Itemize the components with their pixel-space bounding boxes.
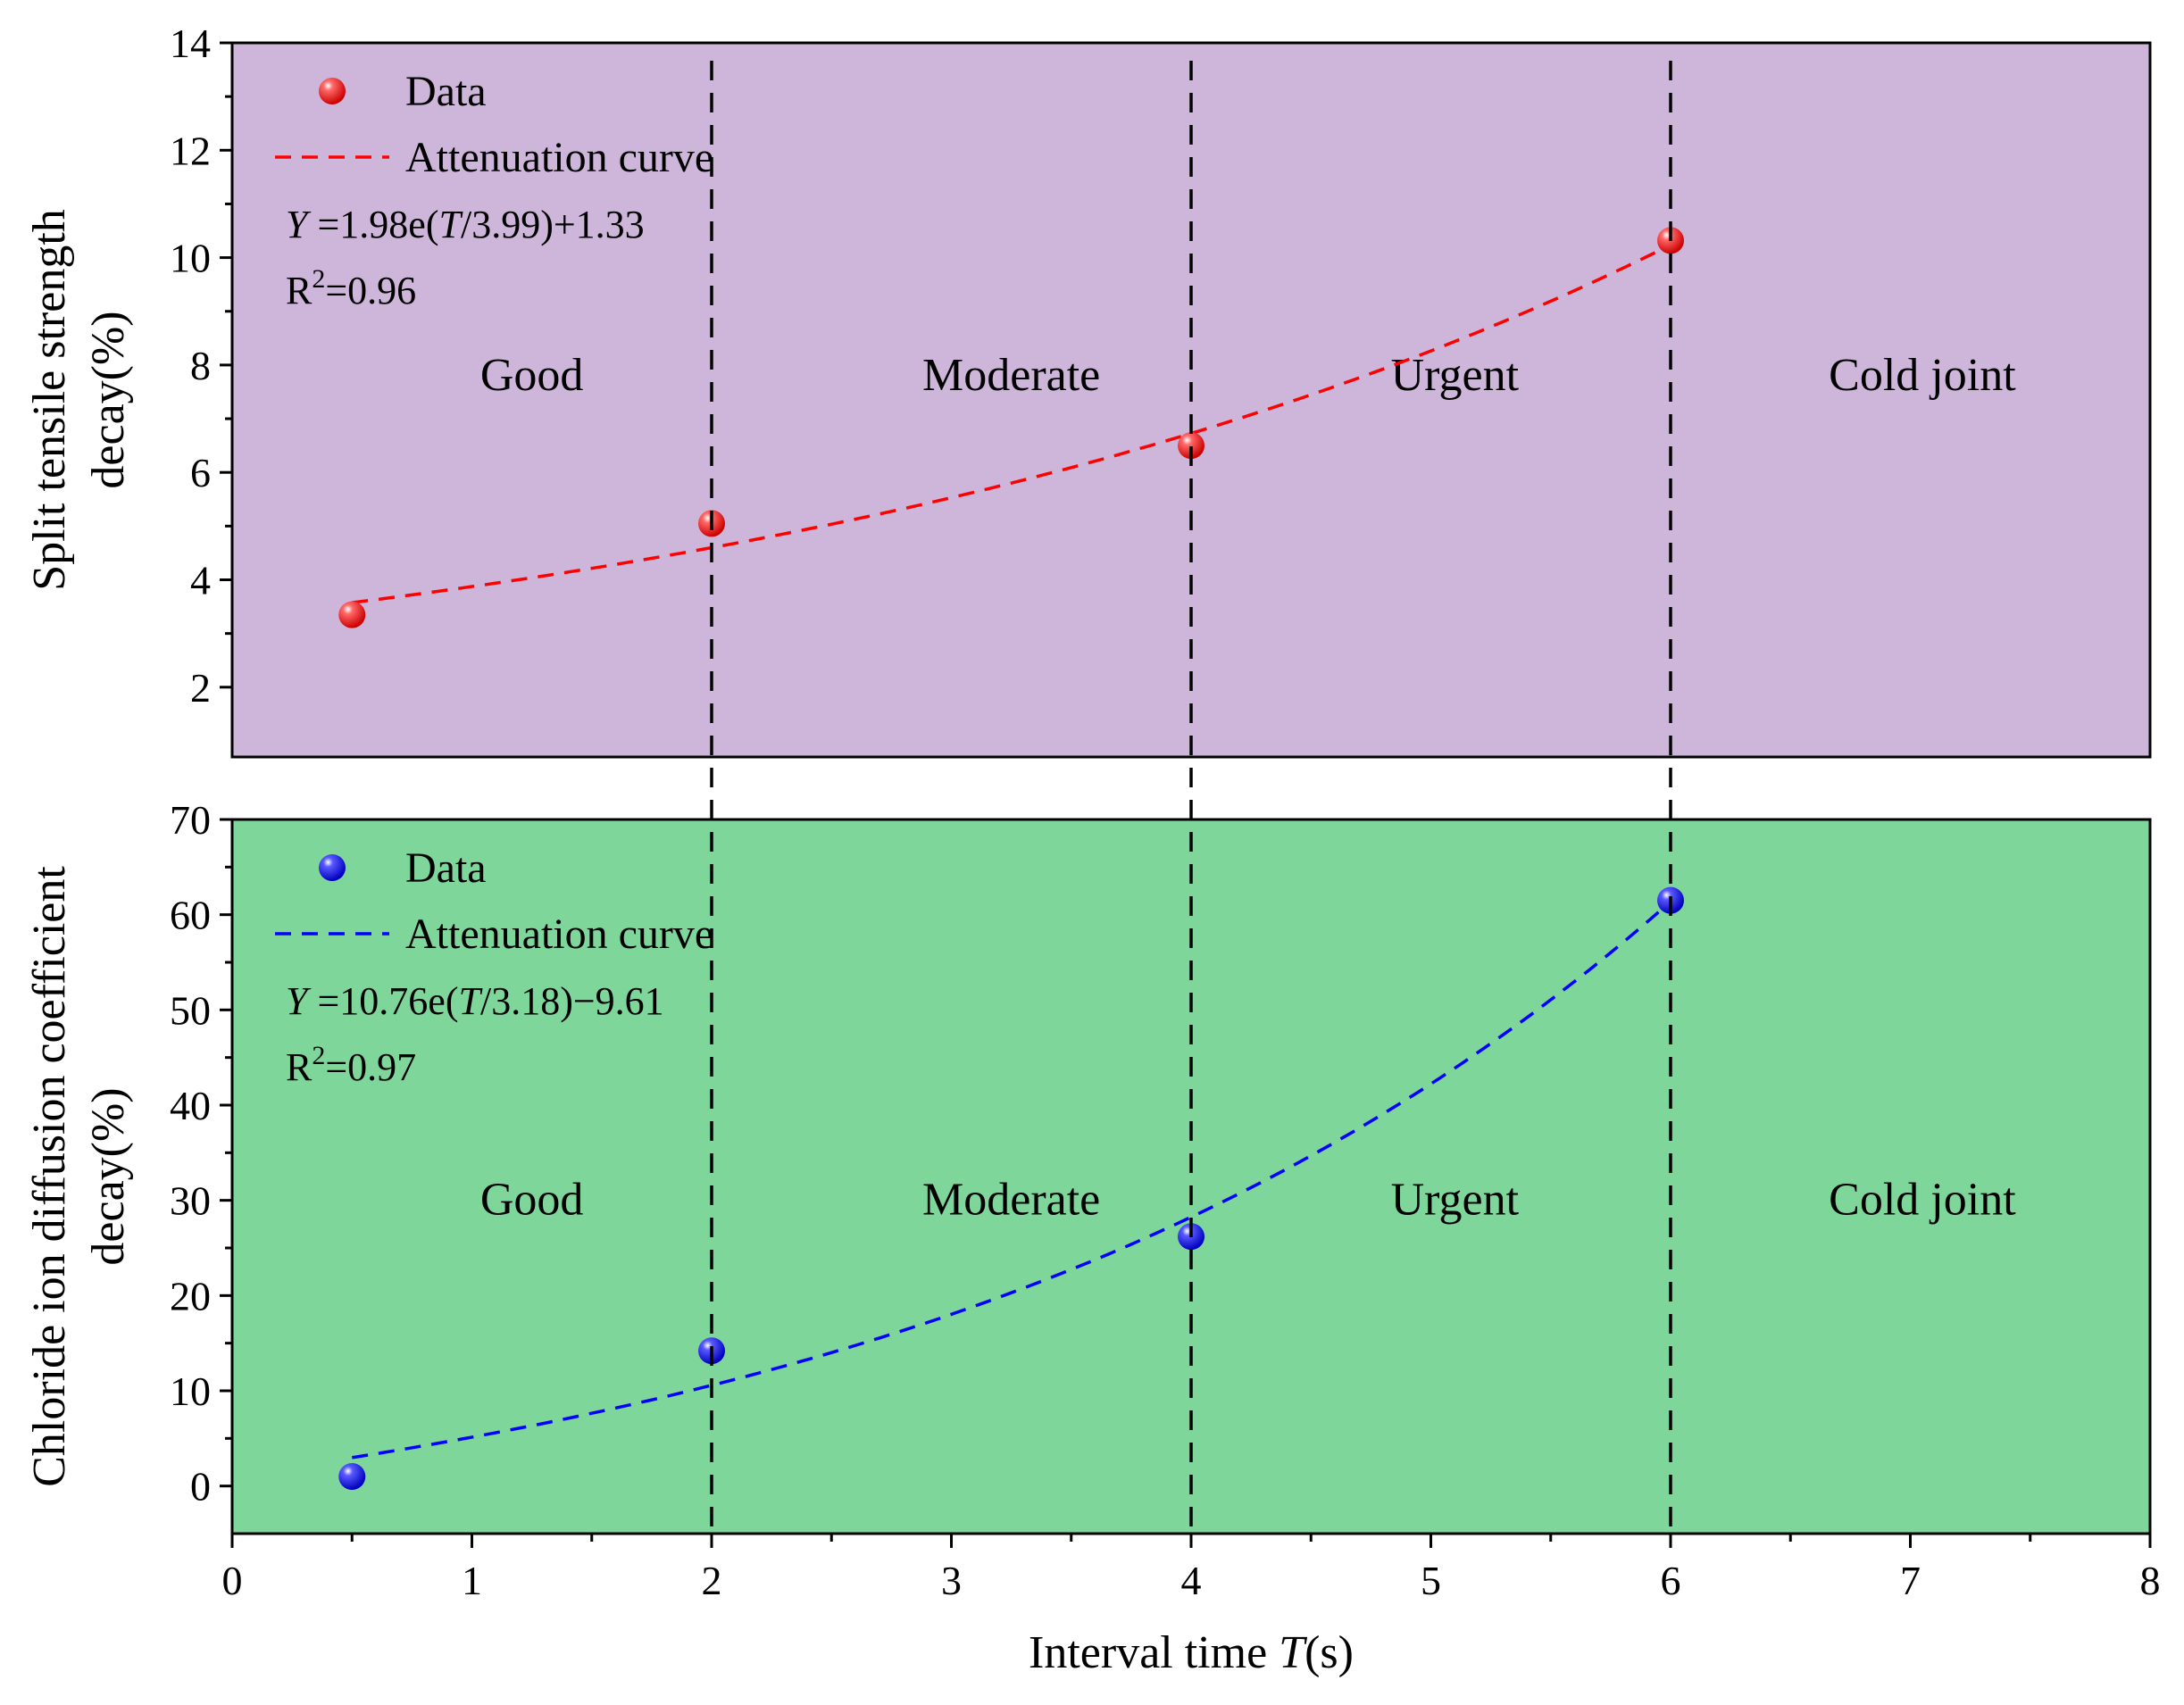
r2-rest: =0.97 xyxy=(325,1045,416,1089)
zone-label-good: Good xyxy=(480,350,584,401)
y-tick-label: 50 xyxy=(170,987,211,1033)
y-tick-label: 14 xyxy=(170,21,211,66)
x-tick-label: 0 xyxy=(222,1558,243,1603)
legend-data-marker xyxy=(319,78,346,104)
attenuation-curve xyxy=(352,243,1671,604)
eq-pre: =1.98e( xyxy=(307,203,438,246)
y-tick-label: 10 xyxy=(170,236,211,281)
eq-pre: =10.76e( xyxy=(307,979,458,1023)
eq-var: Y xyxy=(286,203,312,246)
x-title-prefix: Interval time xyxy=(1029,1627,1279,1678)
y-tick-label: 30 xyxy=(170,1178,211,1224)
r2-base: R xyxy=(286,269,313,312)
y-tick-label: 8 xyxy=(190,343,211,388)
panel-split-tensile: 2 4 6 8 10 12 14 Split tensile strength decay(%)… xyxy=(24,21,2152,759)
eq-var: Y xyxy=(286,979,312,1023)
eq-post: /3.18)−9.61 xyxy=(480,979,664,1023)
fit-equation: Y =10.76e(T/3.18)−9.61 xyxy=(286,979,664,1023)
x-tick-label: 5 xyxy=(1421,1558,1441,1603)
y-tick-label: 12 xyxy=(170,128,211,173)
y-axis-title-line2: decay(%) xyxy=(83,1087,134,1265)
zone-label-urgent: Urgent xyxy=(1391,350,1520,401)
y-axis-title-line1: Split tensile strength xyxy=(24,209,75,591)
legend-curve-label: Attenuation curve xyxy=(405,911,713,958)
y-axis-title-line1: Chloride ion diffusion coefficient xyxy=(24,866,75,1487)
x-tick-label: 3 xyxy=(941,1558,962,1603)
y-tick-label: 6 xyxy=(190,450,211,495)
y-tick-label: 70 xyxy=(170,797,211,843)
eq-post: /3.99)+1.33 xyxy=(461,203,645,246)
x-tick-label: 8 xyxy=(2140,1558,2161,1603)
r2-rest: =0.96 xyxy=(325,269,416,312)
x-tick-label: 2 xyxy=(702,1558,722,1603)
legend-data-marker xyxy=(319,854,346,881)
r2-sup: 2 xyxy=(312,264,325,294)
fit-equation: Y =1.98e(T/3.99)+1.33 xyxy=(286,203,645,246)
zone-label-good: Good xyxy=(480,1175,584,1226)
r2-base: R xyxy=(286,1045,313,1089)
eq-tvar: T xyxy=(458,979,483,1023)
y-tick-label: 10 xyxy=(170,1368,211,1414)
y-tick-label: 60 xyxy=(170,893,211,938)
zone-label-cold-joint: Cold joint xyxy=(1829,1175,2016,1226)
r-squared: R2=0.97 xyxy=(286,1041,416,1089)
zone-label-moderate: Moderate xyxy=(922,1175,1100,1226)
x-title-suffix: (s) xyxy=(1305,1627,1354,1678)
plot-frame xyxy=(230,41,2152,759)
zone-dividers xyxy=(710,61,1672,1534)
zone-label-moderate: Moderate xyxy=(922,350,1100,401)
y-axis-title-line2: decay(%) xyxy=(83,311,134,488)
r2-sup: 2 xyxy=(312,1041,325,1070)
y-tick-label: 4 xyxy=(190,558,211,603)
zone-label-urgent: Urgent xyxy=(1391,1175,1520,1226)
data-point xyxy=(1178,432,1205,460)
eq-tvar: T xyxy=(438,203,463,246)
x-title-var: T xyxy=(1279,1627,1307,1678)
attenuation-curve xyxy=(352,900,1672,1460)
panel-chloride-diffusion: 0 10 20 30 40 50 60 70 Chloride ion diffusion co… xyxy=(24,797,2152,1535)
x-axis-title: Interval time T(s) xyxy=(1029,1627,1354,1678)
r-squared: R2=0.96 xyxy=(286,264,416,312)
x-axis: 0 1 2 3 4 5 6 7 8 Interval time T(s) xyxy=(222,1534,2161,1678)
zone-label-cold-joint: Cold joint xyxy=(1829,350,2016,401)
x-tick-label: 1 xyxy=(462,1558,482,1603)
legend-curve-label: Attenuation curve xyxy=(405,134,713,181)
legend-data-label: Data xyxy=(405,844,487,892)
x-tick-label: 7 xyxy=(1900,1558,1921,1603)
y-tick-label: 2 xyxy=(190,665,211,711)
data-point xyxy=(338,1463,366,1490)
data-point xyxy=(338,601,366,628)
x-tick-label: 6 xyxy=(1661,1558,1681,1603)
y-tick-label: 40 xyxy=(170,1083,211,1128)
y-tick-label: 20 xyxy=(170,1273,211,1318)
legend-data-label: Data xyxy=(405,68,487,115)
y-tick-label: 0 xyxy=(190,1464,211,1510)
x-tick-label: 4 xyxy=(1181,1558,1202,1603)
